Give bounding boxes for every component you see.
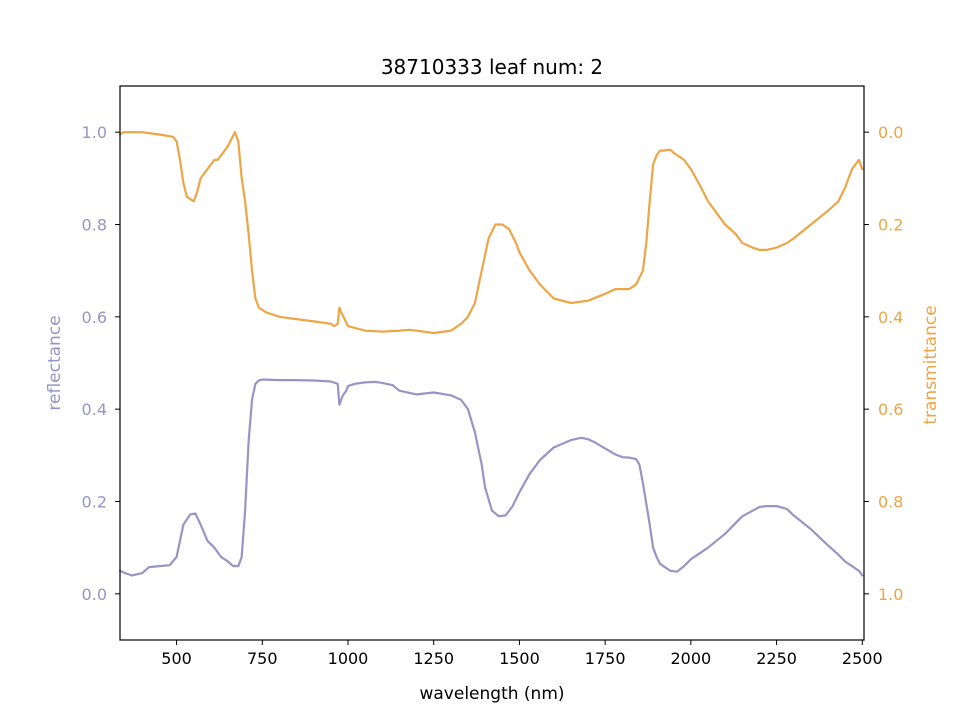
transmittance-line [118, 131, 864, 335]
x-axis-label: wavelength (nm) [419, 684, 564, 704]
plot-frame [119, 85, 865, 641]
right-axis-label: transmittance [921, 305, 941, 424]
right-axis-ticks: 0.0 0.2 0.4 0.6 0.8 1.0 [864, 123, 903, 604]
reflectance-line [118, 378, 864, 577]
left-axis-label: reflectance [45, 315, 65, 410]
left-tick-label: 0.2 [82, 493, 107, 512]
x-tick-label: 2500 [842, 649, 883, 668]
left-axis-ticks: 0.0 0.2 0.4 0.6 0.8 1.0 [82, 123, 120, 604]
x-axis-ticks: 500 750 1000 1250 1500 1750 2000 2250 2500 [161, 640, 883, 668]
left-tick-label: 0.8 [82, 216, 107, 235]
x-tick-label: 1000 [328, 649, 369, 668]
right-tick-label: 0.0 [878, 123, 903, 142]
left-tick-label: 0.4 [82, 400, 107, 419]
left-tick-label: 0.6 [82, 308, 107, 327]
right-tick-label: 0.8 [878, 493, 903, 512]
x-tick-label: 1500 [499, 649, 540, 668]
x-tick-label: 2000 [670, 649, 711, 668]
right-tick-label: 0.4 [878, 308, 903, 327]
chart-title: 38710333 leaf num: 2 [381, 55, 603, 79]
x-tick-label: 2250 [756, 649, 797, 668]
x-tick-label: 1750 [585, 649, 626, 668]
x-tick-label: 750 [247, 649, 278, 668]
x-tick-label: 1250 [413, 649, 454, 668]
right-tick-label: 0.2 [878, 216, 903, 235]
left-tick-label: 1.0 [82, 123, 107, 142]
x-tick-label: 500 [161, 649, 192, 668]
series-layer [118, 131, 864, 577]
left-tick-label: 0.0 [82, 585, 107, 604]
right-tick-label: 1.0 [878, 585, 903, 604]
right-tick-label: 0.6 [878, 400, 903, 419]
